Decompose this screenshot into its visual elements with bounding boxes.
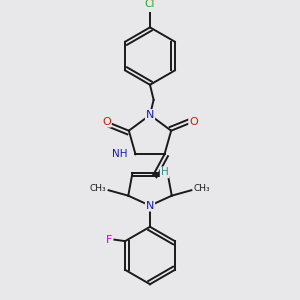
Text: Cl: Cl [145, 0, 155, 9]
Text: CH₃: CH₃ [90, 184, 106, 193]
Text: N: N [146, 201, 154, 211]
Text: NH: NH [112, 149, 128, 159]
Text: N: N [146, 110, 154, 120]
Text: O: O [189, 117, 198, 127]
Text: CH₃: CH₃ [194, 184, 210, 193]
Text: F: F [106, 235, 112, 244]
Text: H: H [160, 167, 168, 177]
Text: O: O [102, 117, 111, 127]
